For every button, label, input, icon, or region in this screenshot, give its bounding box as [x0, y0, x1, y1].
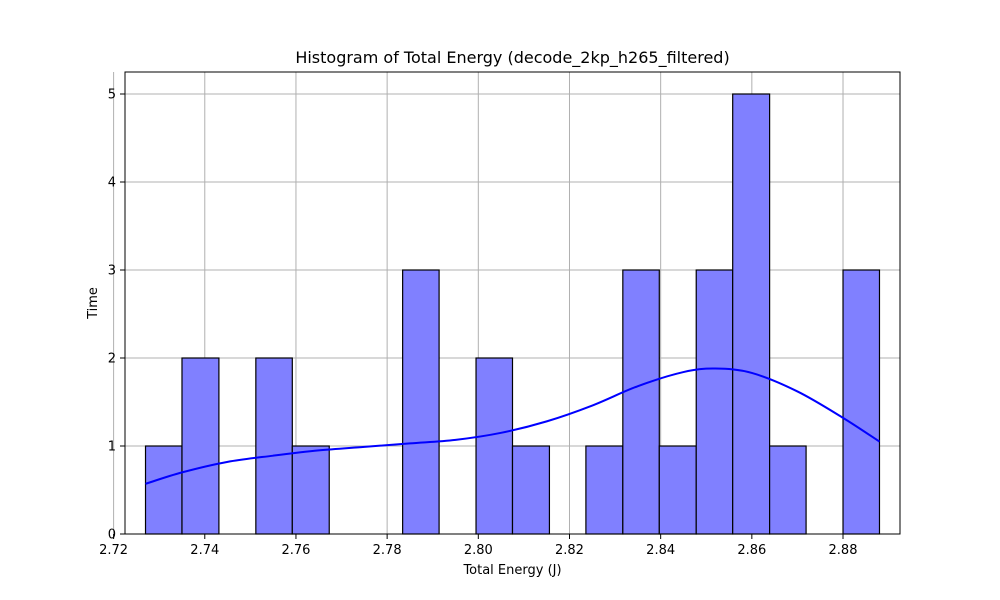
x-axis-label: Total Energy (J): [462, 563, 561, 578]
histogram-bar: [255, 357, 293, 535]
kde-layer: [145, 367, 881, 485]
x-tick-label: 2.72: [99, 543, 128, 558]
x-tick-label: 2.76: [281, 543, 310, 558]
histogram-bar: [402, 269, 440, 535]
x-tick-label: 2.88: [829, 543, 858, 558]
y-tick-label: 1: [108, 440, 116, 455]
histogram-bar: [732, 93, 771, 535]
x-tick-label: 2.78: [373, 543, 402, 558]
x-axis-ticks: 2.72 2.74 2.76 2.78 2.80 2.82 2.84 2.86 2.88: [99, 534, 857, 558]
histogram-bar: [769, 445, 807, 535]
histogram-bar: [181, 357, 220, 535]
plot-frame: [124, 71, 901, 535]
histogram-bar: [144, 445, 183, 535]
x-tick-label: 2.80: [464, 543, 493, 558]
chart-title: Histogram of Total Energy (decode_2kp_h2…: [295, 48, 729, 68]
histogram-bar: [842, 269, 881, 535]
x-tick-label: 2.82: [555, 543, 584, 558]
y-tick-label: 4: [108, 176, 116, 191]
x-tick-label: 2.84: [646, 543, 675, 558]
histogram-bar: [291, 445, 330, 535]
y-tick-label: 5: [108, 88, 116, 103]
y-axis-label: Time: [86, 287, 101, 320]
histogram-bar: [475, 357, 514, 535]
x-tick-label: 2.86: [737, 543, 766, 558]
histogram-bar: [585, 445, 624, 535]
histogram-bar: [695, 269, 734, 535]
x-tick-label: 2.74: [190, 543, 219, 558]
histogram-bar: [622, 269, 660, 535]
kde-curve: [145, 367, 881, 485]
bar-layer: [144, 93, 881, 535]
y-axis-ticks: 0 1 2 3 4 5: [108, 88, 125, 543]
y-tick-label: 3: [108, 264, 116, 279]
y-tick-label: 2: [108, 352, 116, 367]
histogram-bar: [511, 445, 551, 535]
y-tick-label: 0: [108, 528, 116, 543]
histogram-bar: [658, 445, 697, 535]
